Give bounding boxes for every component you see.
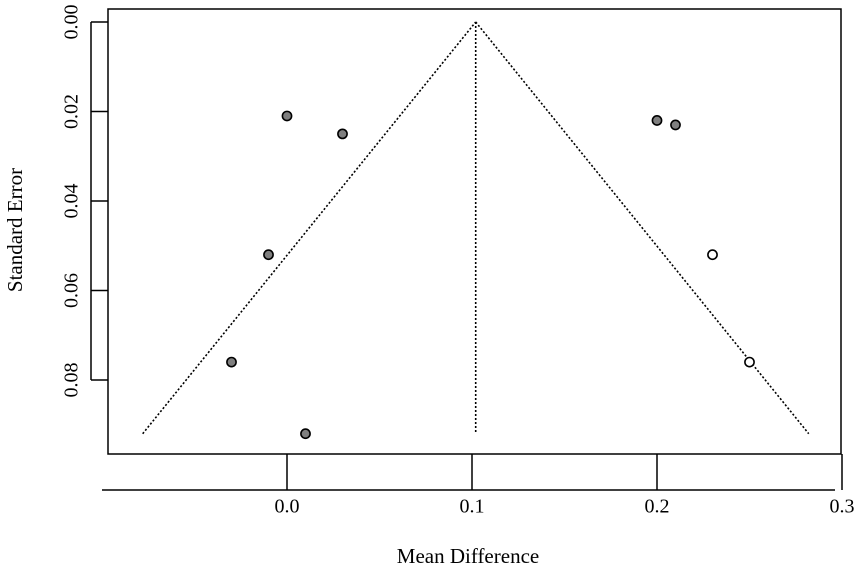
x-axis-title: Mean Difference xyxy=(397,544,539,568)
x-tick-label: 0.1 xyxy=(460,496,485,518)
filled-data-point xyxy=(651,115,663,126)
x-axis: 0.0 0.1 0.2 0.3 xyxy=(102,454,855,518)
y-tick-label: 0.02 xyxy=(61,94,83,129)
y-tick-label: 0.04 xyxy=(61,184,83,219)
funnel-left-line xyxy=(142,21,477,435)
y-axis: 0.00 0.02 0.04 0.06 0.08 xyxy=(61,5,108,398)
open-data-point xyxy=(744,356,755,368)
filled-data-point xyxy=(670,119,681,131)
filled-data-point xyxy=(281,110,293,122)
filled-data-point xyxy=(300,428,311,440)
y-axis-title: Standard Error xyxy=(3,168,27,292)
x-tick-label: 0.0 xyxy=(275,496,300,518)
filled-data-point xyxy=(337,128,348,140)
y-tick-label: 0.00 xyxy=(61,5,83,40)
plot-frame xyxy=(107,8,842,455)
y-tick-label: 0.06 xyxy=(61,273,83,308)
funnel-lines xyxy=(142,21,810,435)
open-data-point xyxy=(707,249,718,261)
filled-data-point xyxy=(263,249,274,261)
x-tick-label: 0.3 xyxy=(830,496,855,518)
data-points xyxy=(226,110,755,440)
filled-data-point xyxy=(226,356,237,368)
x-tick-label: 0.2 xyxy=(645,496,670,518)
y-tick-label: 0.08 xyxy=(61,363,83,398)
funnel-right-line xyxy=(475,21,810,435)
